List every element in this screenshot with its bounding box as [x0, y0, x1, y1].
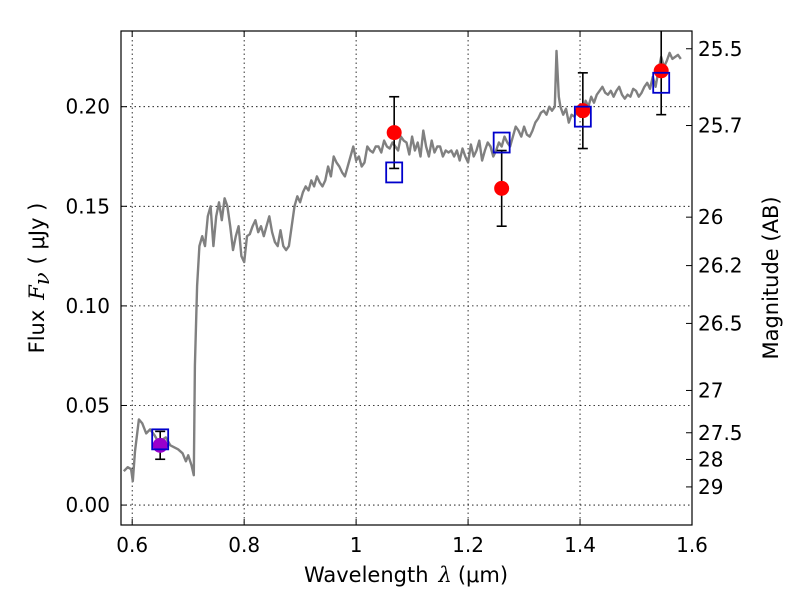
- mag-tick-label: 29: [698, 475, 723, 499]
- mag-tick-label: 28: [698, 447, 723, 471]
- x-tick-label: 1.6: [676, 533, 708, 557]
- model-square: [652, 71, 671, 94]
- tick-labels: 0.6 0.8 1 1.2 1.4 1.6 0.00 0.05 0.10 0.15 0.20 25.5…: [65, 37, 742, 557]
- x-axis-title-symbol: λ: [438, 563, 452, 587]
- mag-tick-label: 26: [698, 205, 723, 229]
- y-tick-label: 0.15: [65, 194, 110, 218]
- x-tick-label: 1: [350, 533, 363, 557]
- mag-tick-label: 26.2: [698, 254, 743, 278]
- y-axis-title-symbol: F: [25, 284, 49, 301]
- y-tick-label: 0.05: [65, 393, 110, 417]
- x-tick-label: 1.4: [564, 533, 596, 557]
- model-square: [385, 161, 404, 184]
- mag-tick-label: 27: [698, 378, 723, 402]
- model-square: [492, 131, 511, 154]
- model-square: [151, 428, 170, 451]
- y-tick-label: 0.10: [65, 294, 110, 318]
- x-axis-title: Wavelength λ (μm): [304, 563, 508, 587]
- observed-point: [494, 180, 510, 196]
- y-axis-title-unit: ( μJy ): [25, 203, 49, 265]
- y-axis-title-text: Flux: [25, 310, 49, 354]
- y-tick-label: 0.00: [65, 493, 110, 517]
- x-tick-label: 0.6: [116, 533, 148, 557]
- mag-tick-label: 25.5: [698, 37, 743, 61]
- mag-tick-label: 27.5: [698, 421, 743, 445]
- observed-point: [653, 63, 669, 79]
- plot-background: [121, 31, 692, 525]
- x-axis-title-unit: (μm): [458, 563, 508, 587]
- x-tick-label: 0.8: [228, 533, 260, 557]
- y-axis-title-sub: ν: [30, 272, 54, 285]
- model-points: [151, 71, 671, 451]
- mag-tick-label: 26.5: [698, 311, 743, 335]
- y-tick-label: 0.20: [65, 95, 110, 119]
- observed-point: [575, 103, 591, 119]
- x-tick-label: 1.2: [452, 533, 484, 557]
- observed-point: [386, 125, 402, 141]
- model-square: [573, 105, 592, 128]
- spectrum-line: [122, 49, 682, 483]
- observed-point: [152, 437, 168, 453]
- y-axis-title: Flux Fν ( μJy ): [25, 203, 54, 354]
- x-axis-title-text: Wavelength: [304, 563, 429, 587]
- plot-area: [122, 31, 682, 483]
- mag-tick-label: 25.7: [698, 114, 743, 138]
- y2-axis-title: Magnitude (AB): [759, 196, 783, 359]
- plot-frame: [120, 30, 693, 526]
